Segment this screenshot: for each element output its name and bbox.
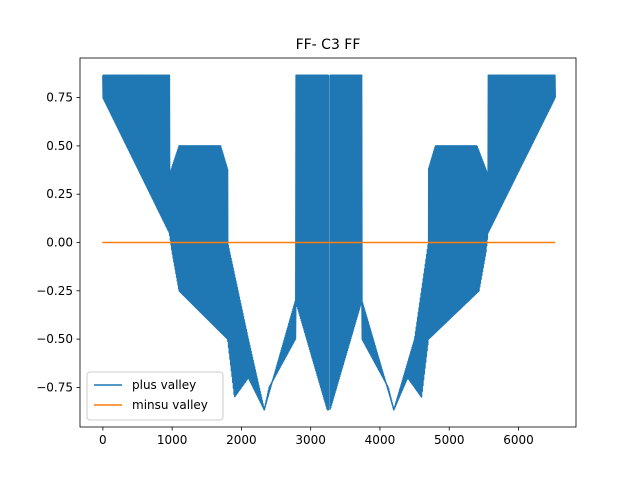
y-tick-label: 0.00 bbox=[46, 236, 73, 250]
x-tick-label: 5000 bbox=[434, 433, 465, 447]
axes: 0 1000 2000 3000 4000 5000 6000 −0.75 −0.50 −0.25… bbox=[36, 57, 577, 447]
y-tick-label: −0.75 bbox=[36, 380, 73, 394]
x-tick-label: 4000 bbox=[365, 433, 396, 447]
legend: plus valley minsu valley bbox=[86, 371, 224, 421]
x-tick-label: 3000 bbox=[295, 433, 326, 447]
x-tick-label: 1000 bbox=[157, 433, 188, 447]
y-tick-label: 0.25 bbox=[46, 187, 73, 201]
legend-label: plus valley bbox=[132, 378, 196, 392]
legend-label: minsu valley bbox=[132, 398, 208, 412]
x-tick-label: 2000 bbox=[226, 433, 257, 447]
legend-box bbox=[86, 371, 224, 421]
y-tick-label: 0.50 bbox=[46, 139, 73, 153]
x-tick-label: 0 bbox=[99, 433, 107, 447]
chart-title: FF- C3 FF bbox=[296, 37, 361, 53]
y-tick-label: −0.25 bbox=[36, 284, 73, 298]
plot-area bbox=[102, 74, 556, 411]
series-line-plus-valley bbox=[102, 74, 556, 411]
y-tick-label: 0.75 bbox=[46, 91, 73, 105]
x-tick-label: 6000 bbox=[503, 433, 534, 447]
y-tick-label: −0.50 bbox=[36, 332, 73, 346]
